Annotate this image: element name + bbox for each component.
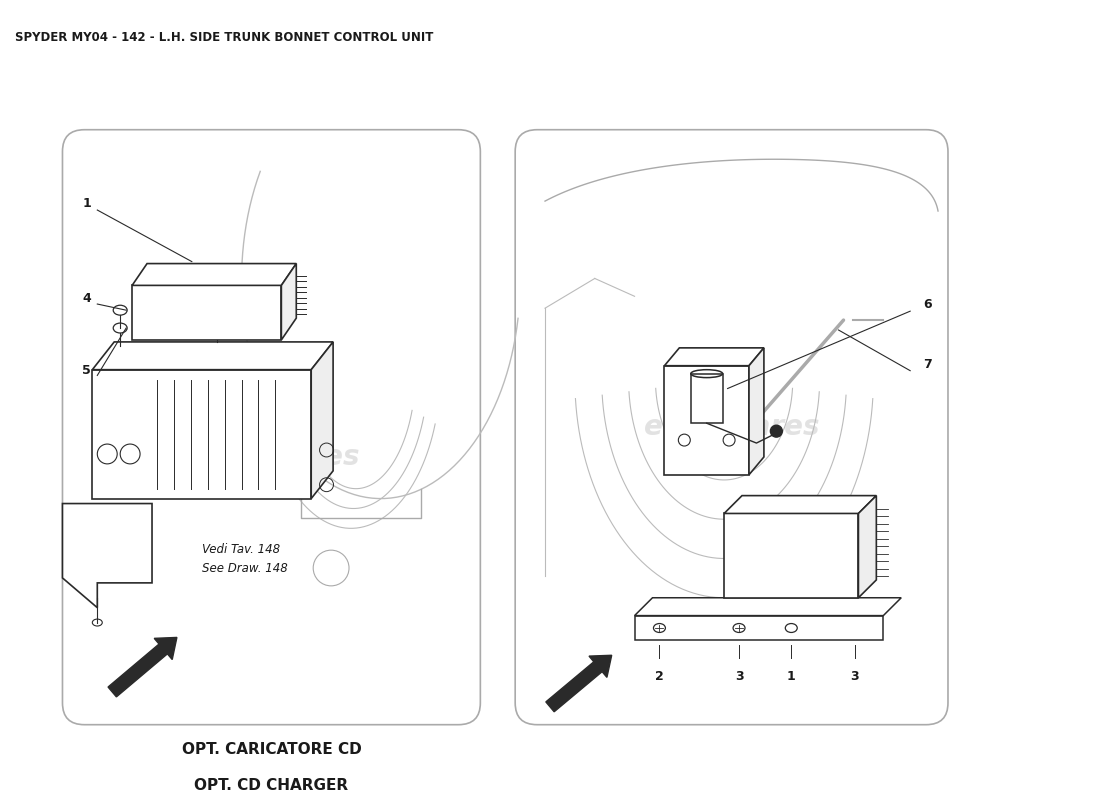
FancyArrow shape	[108, 638, 177, 697]
Bar	[92, 370, 311, 498]
Text: 4: 4	[82, 292, 91, 306]
Text: Vedi Tav. 148
See Draw. 148: Vedi Tav. 148 See Draw. 148	[201, 543, 287, 575]
Text: 2: 2	[656, 670, 663, 683]
Text: OPT. CD CHARGER: OPT. CD CHARGER	[195, 778, 349, 794]
Bar	[724, 514, 858, 598]
Text: 5: 5	[82, 364, 91, 377]
Polygon shape	[311, 342, 333, 498]
Text: 3: 3	[735, 670, 744, 683]
FancyBboxPatch shape	[63, 130, 481, 725]
Circle shape	[770, 426, 782, 437]
Bar	[635, 616, 883, 640]
Text: eurospares: eurospares	[644, 413, 820, 441]
Bar	[664, 366, 749, 474]
Polygon shape	[749, 348, 763, 474]
Polygon shape	[282, 263, 296, 340]
Text: 3: 3	[850, 670, 859, 683]
Polygon shape	[63, 503, 152, 608]
FancyBboxPatch shape	[515, 130, 948, 725]
Text: 6: 6	[923, 298, 932, 311]
Text: 1: 1	[82, 197, 91, 210]
FancyArrow shape	[546, 655, 612, 712]
Text: 7: 7	[923, 358, 932, 370]
Polygon shape	[664, 348, 763, 366]
Polygon shape	[635, 598, 901, 616]
Polygon shape	[858, 496, 877, 598]
Text: SPYDER MY04 - 142 - L.H. SIDE TRUNK BONNET CONTROL UNIT: SPYDER MY04 - 142 - L.H. SIDE TRUNK BONN…	[14, 30, 433, 43]
Ellipse shape	[691, 370, 723, 378]
Bar	[691, 374, 723, 423]
Text: 1: 1	[786, 670, 795, 683]
Bar	[132, 286, 282, 340]
Polygon shape	[724, 496, 877, 514]
Polygon shape	[132, 263, 296, 286]
Text: OPT. CARICATORE CD: OPT. CARICATORE CD	[182, 742, 361, 757]
Text: eurospares: eurospares	[184, 443, 360, 471]
Polygon shape	[92, 342, 333, 370]
